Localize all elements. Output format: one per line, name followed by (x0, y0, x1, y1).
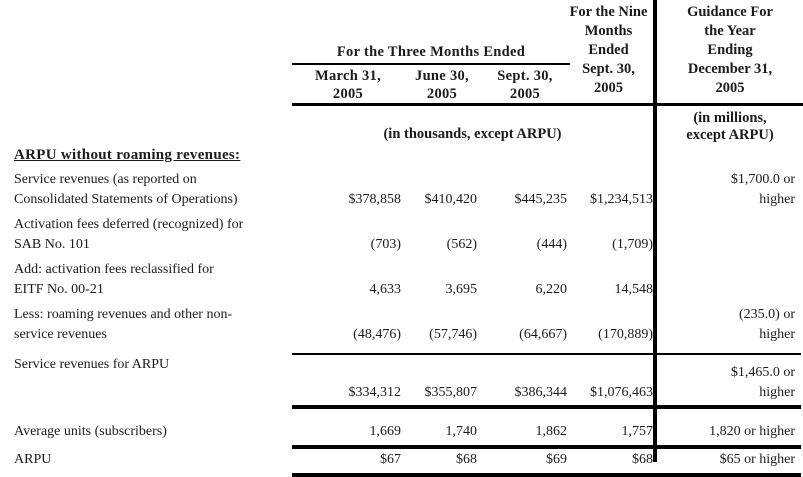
three-months-group-header: For the Three Months Ended (292, 44, 570, 65)
value-cell-q2: $410,420 (424, 192, 478, 207)
table-row-average-units: Average units (subscribers) 1,669 1,740 … (0, 409, 803, 445)
guidance-cell: $1,700.0 or higher (730, 172, 795, 207)
value-cell-q3: (64,667) (519, 327, 567, 342)
guidance-cell: $65 or higher (719, 452, 795, 467)
value-cell-q2: 3,695 (445, 282, 478, 297)
row-label: Service revenues for ARPU (14, 357, 170, 372)
guidance-cell: 1,820 or higher (709, 424, 795, 439)
column-header-rule (292, 103, 803, 106)
guidance-cell: (235.0) or higher (739, 307, 795, 342)
guidance-group-header: Guidance For the Year Ending December 31… (687, 4, 773, 96)
value-cell-q3: 6,220 (535, 282, 568, 297)
value-cell-nine-months: $1,234,513 (590, 192, 653, 207)
row-label: Less: roaming revenues and other non- se… (14, 307, 233, 342)
value-cell-q2: (562) (446, 237, 477, 252)
value-cell-q3: $69 (546, 452, 567, 467)
column-header-sept: Sept. 30, 2005 (497, 68, 553, 102)
value-cell-q3: $386,344 (514, 385, 568, 400)
value-cell-q3: (444) (536, 237, 567, 252)
nine-months-group-header: For the Nine Months Ended Sept. 30, 2005 (569, 4, 648, 96)
value-cell-q1: (703) (370, 237, 401, 252)
value-cell-q1: $378,858 (348, 192, 402, 207)
value-cell-q2: 1,740 (445, 424, 478, 439)
total-rule-service-revenues (292, 405, 801, 409)
row-label: Add: activation fees reclassified for EI… (14, 262, 214, 297)
value-cell-q3: $445,235 (514, 192, 568, 207)
value-cell-q1: 4,633 (369, 282, 402, 297)
value-cell-nine-months: (1,709) (612, 237, 653, 252)
value-cell-q2: $68 (456, 452, 477, 467)
value-cell-nine-months: 14,548 (614, 282, 654, 297)
value-cell-q2: $355,807 (424, 385, 478, 400)
value-cell-nine-months: $1,076,463 (590, 385, 653, 400)
value-cell-q1: 1,669 (369, 424, 402, 439)
table-row-activation-fees-reclassified: Add: activation fees reclassified for EI… (0, 257, 803, 302)
section-title: ARPU without roaming revenues: (14, 147, 241, 163)
table-row-activation-fees-deferred: Activation fees deferred (recognized) fo… (0, 212, 803, 257)
table-row-less-roaming-revenues: Less: roaming revenues and other non- se… (0, 302, 803, 347)
row-label: Service revenues (as reported on Consoli… (14, 172, 238, 207)
units-note-guidance: (in millions, except ARPU) (686, 110, 774, 143)
guidance-cell: $1,465.0 or higher (730, 365, 795, 400)
value-cell-q1: $67 (380, 452, 401, 467)
value-cell-nine-months: (170,889) (598, 327, 653, 342)
table-row-service-revenues: Service revenues (as reported on Consoli… (0, 167, 803, 212)
guidance-column-divider (653, 0, 657, 462)
subtotal-rule (292, 353, 801, 355)
value-cell-q1: $334,312 (348, 385, 402, 400)
table-row-service-revenues-for-arpu: Service revenues for ARPU $334,312 $355,… (0, 355, 803, 405)
value-cell-nine-months: 1,757 (621, 424, 654, 439)
total-rule-average-units (292, 445, 801, 449)
column-header-june: June 30, 2005 (415, 68, 469, 102)
value-cell-q2: (57,746) (429, 327, 477, 342)
row-label: Activation fees deferred (recognized) fo… (14, 217, 244, 252)
column-header-march: March 31, 2005 (314, 68, 382, 102)
table-body: Service revenues (as reported on Consoli… (0, 167, 803, 477)
total-rule-arpu (292, 473, 801, 477)
units-note-main: (in thousands, except ARPU) (383, 126, 562, 142)
table-row-arpu: ARPU $67 $68 $69 $68 $65 or higher (0, 449, 803, 473)
value-cell-nine-months: $68 (632, 452, 653, 467)
value-cell-q3: 1,862 (535, 424, 568, 439)
value-cell-q1: (48,476) (353, 327, 401, 342)
row-label: ARPU (14, 452, 52, 467)
row-label: Average units (subscribers) (14, 424, 167, 439)
